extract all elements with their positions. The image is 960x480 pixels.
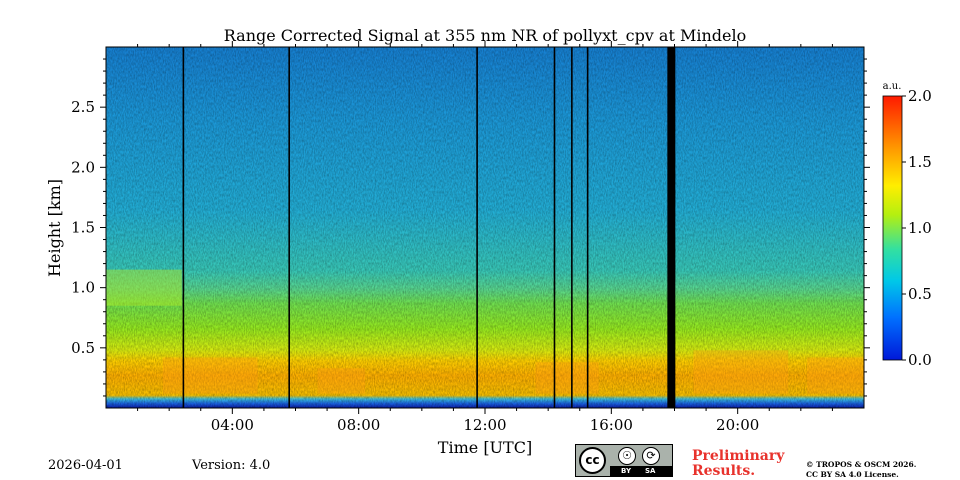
colorbar-tick-label: 1.5 — [908, 153, 932, 171]
colorbar-tick-label: 0.0 — [908, 351, 932, 369]
copyright-line-1: © TROPOS & OSCM 2026. — [806, 460, 917, 469]
y-axis: 0.5 1.0 1.5 2.0 2.5 — [71, 58, 870, 397]
data-gap — [586, 47, 589, 408]
data-gap — [182, 47, 185, 408]
cc-license-badge[interactable]: cc ☉ ⟳ BY SA — [575, 444, 673, 477]
colorbar-tick-label: 0.5 — [908, 285, 932, 303]
cc-sa-label: SA — [645, 467, 656, 475]
aerosol-patch — [693, 350, 789, 394]
share-alike-icon: ⟳ — [642, 447, 660, 465]
y-tick-label: 1.0 — [71, 279, 95, 297]
y-axis-label: Height [km] — [45, 179, 64, 277]
aerosol-patch — [535, 362, 599, 394]
data-gap — [571, 47, 573, 408]
cc-badge-bar — [610, 466, 672, 476]
y-tick-label: 2.5 — [71, 98, 95, 116]
footer-date: 2026-04-01 — [48, 458, 123, 473]
footer-version: Version: 4.0 — [192, 458, 271, 473]
data-gap — [667, 47, 676, 408]
x-axis: 04:00 08:00 12:00 16:00 20:00 — [137, 41, 833, 434]
cc-icon: cc — [579, 447, 606, 474]
colorbar-tick-label: 2.0 — [908, 87, 932, 105]
y-tick-label: 0.5 — [71, 339, 95, 357]
x-tick-label: 08:00 — [337, 416, 380, 434]
colorbar-tick-label: 1.0 — [908, 219, 932, 237]
signal-noise-texture — [106, 47, 864, 408]
y-tick-label: 1.5 — [71, 219, 95, 237]
aerosol-ridge — [106, 269, 182, 306]
data-gap — [553, 47, 556, 408]
y-tick-label: 2.0 — [71, 158, 95, 176]
colorbar-gradient — [882, 95, 903, 361]
x-axis-label: Time [UTC] — [438, 438, 532, 457]
x-tick-label: 12:00 — [463, 416, 506, 434]
data-gap — [288, 47, 290, 408]
preliminary-line-2: Results. — [692, 463, 756, 479]
aerosol-patch — [807, 357, 864, 394]
colorbar-unit: a.u. — [883, 81, 902, 92]
attribution-icon: ☉ — [618, 447, 636, 465]
x-tick-label: 04:00 — [211, 416, 254, 434]
preliminary-line-1: Preliminary — [692, 448, 785, 464]
x-tick-label: 20:00 — [716, 416, 759, 434]
chart-title: Range Corrected Signal at 355 nm NR of p… — [224, 26, 747, 45]
colorbar: a.u. 0.0 0.5 1.0 1.5 2.0 — [882, 81, 932, 369]
data-gap — [476, 47, 478, 408]
heatmap-plot-area — [106, 47, 864, 408]
preliminary-results-note: Preliminary Results. — [692, 449, 784, 479]
aerosol-patch — [317, 368, 365, 394]
copyright-note: © TROPOS & OSCM 2026. CC BY SA 4.0 Licen… — [806, 460, 916, 480]
x-tick-label: 16:00 — [590, 416, 633, 434]
cc-by-label: BY — [621, 467, 632, 475]
copyright-line-2: CC BY SA 4.0 License. — [806, 470, 899, 479]
aerosol-patch — [162, 357, 258, 394]
